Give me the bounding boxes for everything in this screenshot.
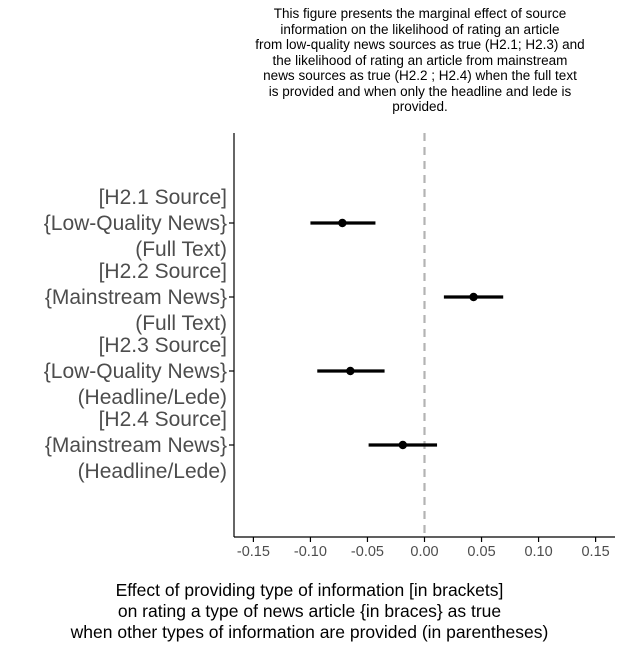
- y-category-label: {Mainstream News}: [45, 434, 227, 457]
- y-category-label: [H2.1 Source]: [99, 186, 227, 209]
- x-tick-label: -0.05: [351, 544, 384, 560]
- y-category-label: (Full Text): [135, 238, 227, 261]
- chart-title-line: is provided and when only the headline a…: [268, 83, 572, 99]
- y-category-label: (Full Text): [135, 312, 227, 335]
- chart-title-line: This figure presents the marginal effect…: [273, 6, 567, 21]
- x-tick-label: 0.10: [524, 544, 552, 560]
- chart-title-line: the likelihood of rating an article from…: [272, 52, 568, 68]
- y-category-label: [H2.4 Source]: [99, 408, 227, 431]
- y-category-label: [H2.2 Source]: [99, 260, 227, 283]
- y-category-label: (Headline/Lede): [78, 386, 227, 409]
- chart-title: This figure presents the marginal effect…: [210, 6, 619, 115]
- x-tick-label: 0.05: [467, 544, 495, 560]
- y-category-label: {Low-Quality News}: [44, 360, 227, 383]
- chart-title-line: information on the likelihood of rating …: [280, 21, 560, 37]
- coefficient-plot: -0.15 -0.10 -0.05 0.00 0.05 0.10 0.15 [H2.1 Sou…: [44, 133, 615, 560]
- chart-title-line: provided.: [392, 99, 448, 114]
- chart-title-line: from low-quality news sources as true (H…: [255, 37, 585, 52]
- point-estimate: [338, 218, 347, 228]
- x-tick-label: 0.15: [581, 544, 609, 560]
- x-tick-label: 0.00: [410, 544, 438, 560]
- point-estimate: [469, 292, 478, 302]
- point-estimate: [346, 366, 355, 376]
- y-category-label: {Low-Quality News}: [44, 212, 227, 235]
- x-tick-label: -0.10: [294, 544, 327, 560]
- x-axis-title: Effect of providing type of information …: [0, 580, 619, 643]
- x-axis-title-line: when other types of information are prov…: [70, 622, 549, 642]
- chart-title-line: news sources as true (H2.2 ; H2.4) when …: [263, 68, 577, 83]
- x-tick-label: -0.15: [237, 544, 270, 560]
- y-category-label: [H2.3 Source]: [99, 334, 227, 357]
- y-category-label: (Headline/Lede): [78, 460, 227, 483]
- x-axis-title-line: Effect of providing type of information …: [115, 580, 504, 600]
- x-axis-title-line: on rating a type of news article {in bra…: [117, 601, 502, 621]
- y-category-label: {Mainstream News}: [45, 286, 227, 309]
- point-estimate: [398, 440, 408, 450]
